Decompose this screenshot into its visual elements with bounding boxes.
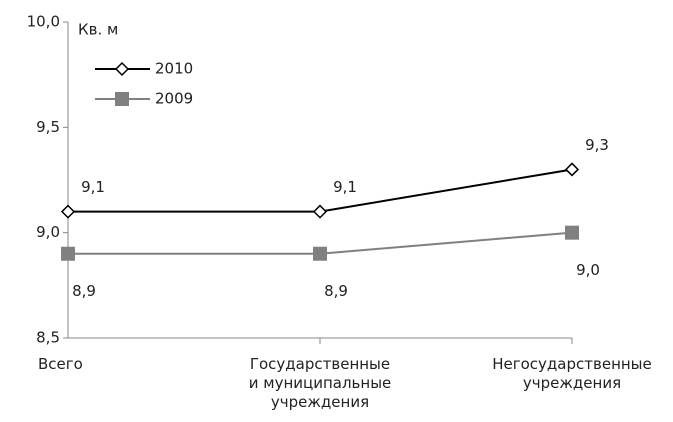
marker [114,61,130,77]
marker [313,246,327,261]
data-label: 9,1 [81,178,105,196]
y-tick-label: 8,5 [36,329,60,347]
x-tick-label: Негосударственные учреждения [492,355,652,392]
marker [565,225,579,240]
y-tick-label: 9,5 [36,118,60,136]
y-tick-label: 10,0 [27,13,60,31]
data-label: 9,3 [585,136,609,154]
x-tick-label: Всего [38,355,83,373]
y-tick-label: 9,0 [36,223,60,241]
marker [564,162,580,177]
marker [312,204,328,219]
legend-label: 2010 [155,60,193,78]
marker [61,246,75,261]
data-label: 8,9 [72,282,96,300]
marker [60,204,76,219]
data-label: 9,1 [333,178,357,196]
marker [115,92,129,106]
data-label: 8,9 [324,282,348,300]
y-axis-label: Кв. м [78,21,118,39]
legend-label: 2009 [155,90,193,108]
x-tick-label: Государственные и муниципальные учреждения [249,355,392,411]
data-label: 9,0 [576,261,600,279]
